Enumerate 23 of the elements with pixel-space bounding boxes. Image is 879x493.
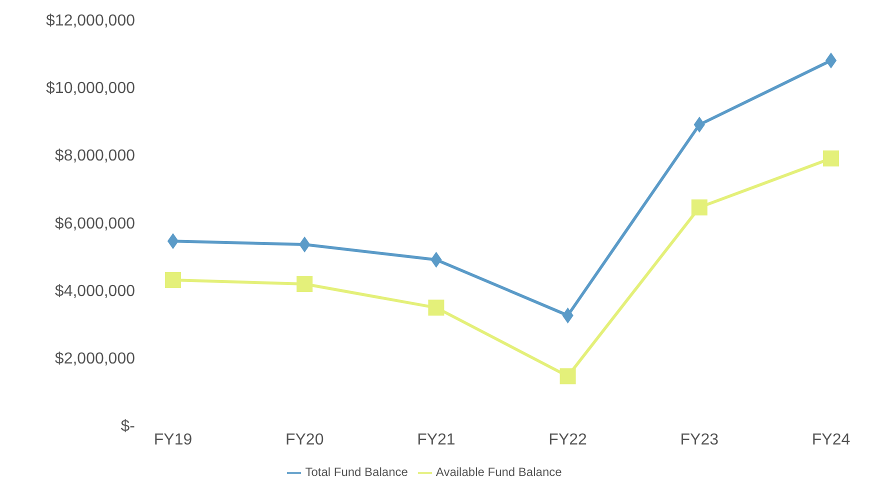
x-tick-label: FY20	[285, 432, 324, 449]
x-tick-label: FY22	[548, 432, 588, 449]
x-tick-label: FY19	[154, 432, 192, 449]
point	[560, 368, 576, 384]
point	[296, 276, 313, 292]
y-tick-label: $-	[120, 418, 135, 435]
legend-label: Available Fund Balance	[436, 465, 562, 480]
point	[691, 199, 708, 216]
point	[823, 150, 839, 166]
x-tick-label: FY21	[417, 432, 456, 449]
y-tick-label: $8,000,000	[54, 148, 136, 165]
y-tick-label: $2,000,000	[54, 350, 136, 368]
point	[167, 233, 179, 250]
point	[165, 272, 181, 288]
legend-label: Total Fund Balance	[305, 465, 408, 480]
y-tick-label: $10,000,000	[46, 80, 136, 98]
point	[825, 52, 837, 69]
y-tick-label: $6,000,000	[54, 215, 136, 232]
point	[428, 300, 444, 316]
x-tick-label: FY23	[680, 432, 719, 449]
x-tick-label: FY24	[812, 432, 850, 449]
y-tick-label: $12,000,000	[46, 12, 136, 30]
y-tick-label: $4,000,000	[54, 282, 136, 300]
